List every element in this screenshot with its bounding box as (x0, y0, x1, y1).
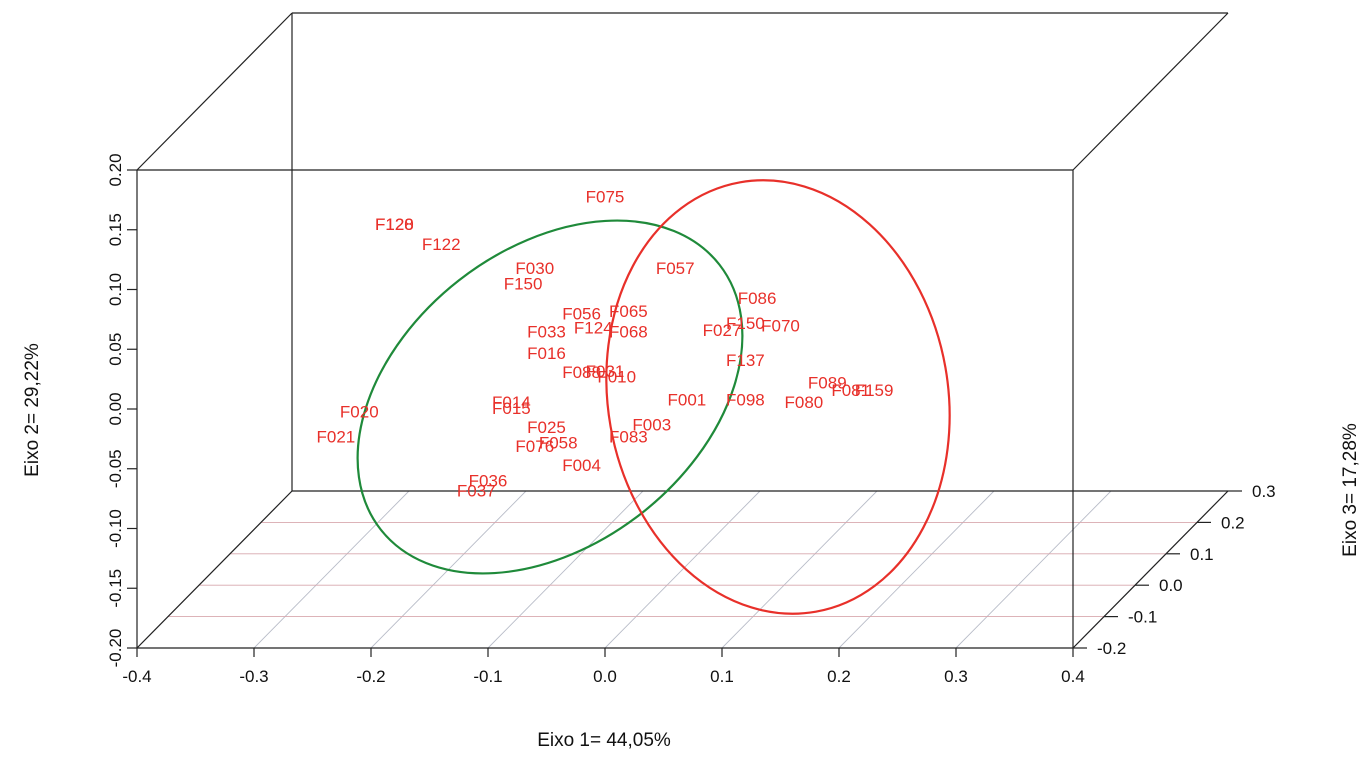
point-label: F001 (668, 390, 707, 409)
point-label: F037 (457, 481, 496, 500)
point-label: F014 (492, 393, 531, 412)
point-label: F068 (609, 322, 648, 341)
point-label: F137 (726, 351, 765, 370)
x-tick-label: -0.3 (239, 667, 268, 686)
floor-grid-line (253, 490, 410, 649)
y-axis: -0.20 -0.15 -0.10 -0.05 0.00 0.05 0.10 0.15 0.20 (106, 153, 137, 667)
point-label: F031 (586, 362, 625, 381)
z-tick-label: 0.1 (1190, 545, 1214, 564)
floor-grid-line (955, 490, 1112, 649)
x-tick-label: -0.1 (473, 667, 502, 686)
floor-grid-line (487, 490, 644, 649)
y-tick-label: 0.20 (106, 153, 125, 186)
z-tick-label: -0.1 (1128, 608, 1157, 627)
point-label: F098 (726, 390, 765, 409)
z-axis-title: Eixo 3= 17,28% (1340, 423, 1361, 557)
point-label: F086 (738, 289, 777, 308)
point-label: F015 (492, 399, 531, 418)
z-tick-label: 0.3 (1252, 482, 1276, 501)
x-axis: -0.4 -0.3 -0.2 -0.1 0.0 0.1 0.2 0.3 0.4 (122, 648, 1085, 686)
plot-box (136, 12, 1229, 649)
z-tick-label: 0.0 (1159, 576, 1183, 595)
y-tick-label: 0.00 (106, 392, 125, 425)
point-label: F122 (422, 235, 461, 254)
point-label: F003 (632, 416, 671, 435)
floor-grid-line (604, 490, 761, 649)
point-label: F057 (656, 259, 695, 278)
point-label: F080 (785, 393, 824, 412)
y-tick-label: -0.20 (106, 629, 125, 668)
x-tick-label: -0.4 (122, 667, 151, 686)
point-label: F058 (539, 433, 578, 452)
floor-grid-line (838, 490, 995, 649)
point-label: F010 (597, 368, 636, 387)
y-tick-label: 0.05 (106, 333, 125, 366)
point-label: F088 (562, 363, 601, 382)
x-axis-title: Eixo 1= 44,05% (537, 730, 671, 751)
floor-grid (136, 490, 1229, 649)
y-axis-title: Eixo 2= 29,22% (22, 343, 43, 477)
point-label: F159 (855, 381, 894, 400)
box-edge (1072, 12, 1229, 171)
box-edge (136, 12, 293, 171)
point-label: F056 (562, 304, 601, 323)
x-tick-label: 0.0 (593, 667, 617, 686)
group-ellipse (605, 179, 951, 615)
y-tick-label: -0.05 (106, 449, 125, 488)
point-label: F033 (527, 322, 566, 341)
point-label: F076 (515, 437, 554, 456)
y-tick-label: 0.10 (106, 273, 125, 306)
floor-grid-line (721, 490, 878, 649)
point-label: F150 (726, 314, 765, 333)
point-label: F081 (831, 381, 870, 400)
point-label: F021 (317, 427, 356, 446)
z-axis: -0.2-0.10.0 0.1 0.2 0.3 (1073, 482, 1276, 658)
x-tick-label: -0.2 (356, 667, 385, 686)
point-label: F150 (504, 275, 543, 294)
point-label: F128 (375, 215, 414, 234)
box-edge (136, 490, 293, 649)
point-label: F120 (375, 215, 414, 234)
point-label: F089 (808, 374, 847, 393)
point-label: F004 (562, 456, 601, 475)
x-tick-label: 0.1 (710, 667, 734, 686)
point-label: F027 (703, 321, 742, 340)
x-tick-label: 0.2 (827, 667, 851, 686)
point-label: F083 (609, 427, 648, 446)
z-tick-label: 0.2 (1221, 513, 1245, 532)
group-ellipses (356, 179, 951, 615)
point-label: F025 (527, 418, 566, 437)
y-tick-label: 0.15 (106, 213, 125, 246)
box-edge (1072, 490, 1229, 649)
point-label: F020 (340, 402, 379, 421)
point-label: F065 (609, 302, 648, 321)
point-label: F016 (527, 344, 566, 363)
point-label: F124 (574, 319, 613, 338)
point-label: F075 (586, 187, 625, 206)
x-tick-label: 0.4 (1061, 667, 1085, 686)
z-tick-label: -0.2 (1097, 639, 1126, 658)
y-tick-label: -0.15 (106, 569, 125, 608)
point-label: F030 (515, 259, 554, 278)
point-label: F036 (469, 472, 508, 491)
x-tick-label: 0.3 (944, 667, 968, 686)
y-tick-label: -0.10 (106, 509, 125, 548)
point-label: F070 (761, 316, 800, 335)
